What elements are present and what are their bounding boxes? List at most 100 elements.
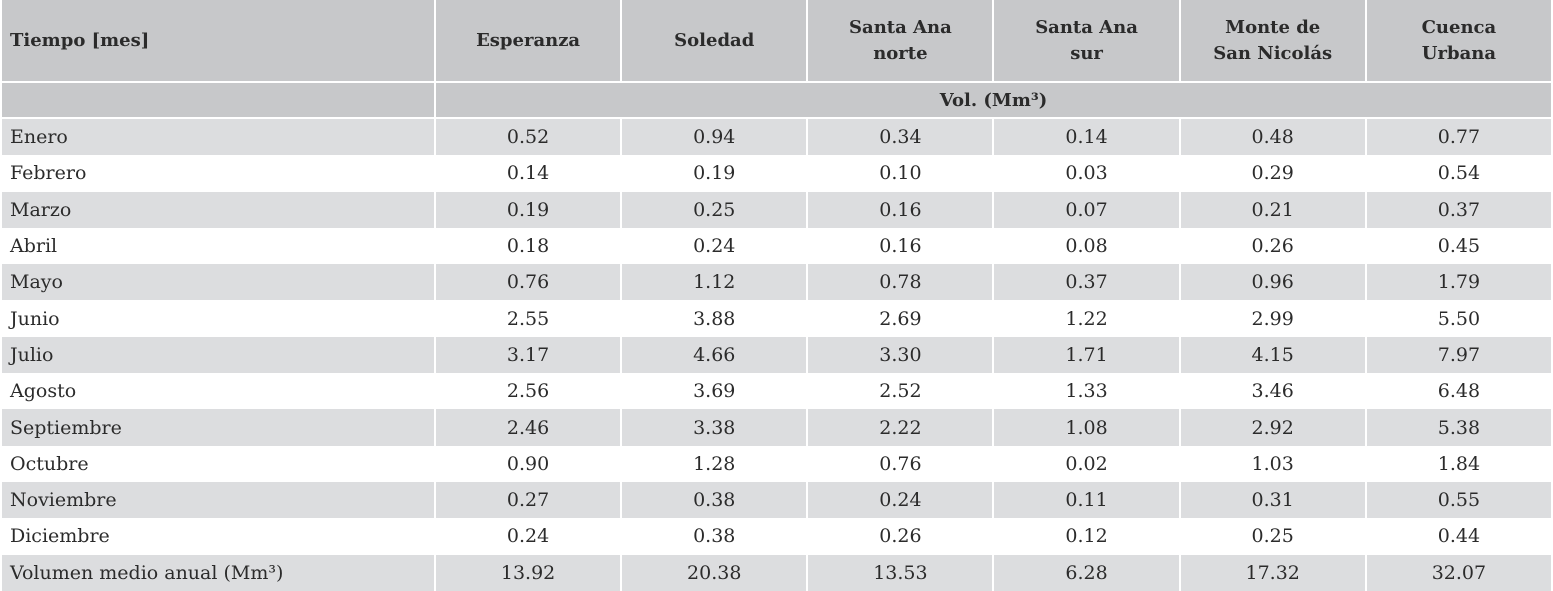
row-label: Noviembre (0, 481, 436, 519)
value-cell: 0.37 (1364, 191, 1553, 228)
value-cell: 0.96 (1178, 264, 1367, 301)
value-cell: 0.77 (1364, 118, 1553, 156)
value-cell: 2.52 (806, 373, 995, 410)
table-row: Julio 3.17 4.66 3.30 1.71 4.15 7.97 (0, 336, 1553, 374)
value-cell: 0.27 (433, 481, 623, 519)
value-cell: 0.02 (992, 445, 1181, 482)
value-cell: 0.12 (992, 518, 1181, 555)
value-cell: 0.14 (992, 118, 1181, 156)
value-cell: 3.17 (433, 336, 623, 374)
unit-label: Vol. (Mm³) (434, 82, 1553, 119)
unit-row: Vol. (Mm³) (0, 82, 1553, 119)
value-cell: 0.55 (1364, 481, 1553, 519)
value-cell: 1.28 (620, 445, 809, 482)
table-row: Febrero 0.14 0.19 0.10 0.03 0.29 0.54 (0, 155, 1553, 192)
value-cell: 2.56 (433, 373, 623, 410)
value-cell: 4.66 (620, 336, 809, 374)
row-label: Febrero (0, 155, 436, 192)
value-cell: 1.71 (992, 336, 1181, 374)
value-cell: 0.25 (1178, 518, 1367, 555)
table-row: Diciembre 0.24 0.38 0.26 0.12 0.25 0.44 (0, 518, 1553, 555)
value-cell: 13.92 (433, 554, 623, 591)
value-cell: 0.26 (806, 518, 995, 555)
value-cell: 0.31 (1178, 481, 1367, 519)
value-cell: 1.03 (1178, 445, 1367, 482)
value-cell: 0.14 (433, 155, 623, 192)
value-cell: 7.97 (1364, 336, 1553, 374)
value-cell: 3.88 (620, 300, 809, 337)
value-cell: 1.33 (992, 373, 1181, 410)
value-cell: 1.79 (1364, 264, 1553, 301)
column-header: Cuenca Urbana (1364, 0, 1553, 83)
value-cell: 0.08 (992, 227, 1181, 265)
value-cell: 1.84 (1364, 445, 1553, 482)
value-cell: 0.26 (1178, 227, 1367, 265)
column-header: Santa Ana norte (806, 0, 995, 83)
empty-cell (0, 82, 436, 119)
value-cell: 3.69 (620, 373, 809, 410)
table-row: Junio 2.55 3.88 2.69 1.22 2.99 5.50 (0, 300, 1553, 337)
value-cell: 3.30 (806, 336, 995, 374)
value-cell: 0.52 (433, 118, 623, 156)
header-row: Tiempo [mes] Esperanza Soledad Santa Ana no… (0, 0, 1553, 83)
column-header: Soledad (620, 0, 809, 83)
value-cell: 17.32 (1178, 554, 1367, 591)
row-label: Diciembre (0, 518, 436, 555)
value-cell: 2.69 (806, 300, 995, 337)
value-cell: 0.19 (620, 155, 809, 192)
row-label: Agosto (0, 373, 436, 410)
value-cell: 32.07 (1364, 554, 1553, 591)
table-row: Enero 0.52 0.94 0.34 0.14 0.48 0.77 (0, 118, 1553, 156)
value-cell: 5.50 (1364, 300, 1553, 337)
value-cell: 0.45 (1364, 227, 1553, 265)
column-header: Monte de San Nicolás (1178, 0, 1367, 83)
value-cell: 0.54 (1364, 155, 1553, 192)
row-label: Marzo (0, 191, 436, 228)
row-label: Enero (0, 118, 436, 156)
table-row: Septiembre 2.46 3.38 2.22 1.08 2.92 5.38 (0, 409, 1553, 446)
value-cell: 0.03 (992, 155, 1181, 192)
value-cell: 0.24 (806, 481, 995, 519)
value-cell: 0.19 (433, 191, 623, 228)
value-cell: 0.16 (806, 227, 995, 265)
column-header: Santa Ana sur (992, 0, 1181, 83)
value-cell: 0.16 (806, 191, 995, 228)
row-label: Mayo (0, 264, 436, 301)
value-cell: 1.22 (992, 300, 1181, 337)
row-label: Abril (0, 227, 436, 265)
value-cell: 1.12 (620, 264, 809, 301)
value-cell: 2.99 (1178, 300, 1367, 337)
value-cell: 5.38 (1364, 409, 1553, 446)
table-row: Mayo 0.76 1.12 0.78 0.37 0.96 1.79 (0, 264, 1553, 301)
value-cell: 0.29 (1178, 155, 1367, 192)
row-label: Junio (0, 300, 436, 337)
table-row: Agosto 2.56 3.69 2.52 1.33 3.46 6.48 (0, 373, 1553, 410)
value-cell: 0.76 (433, 264, 623, 301)
value-cell: 0.21 (1178, 191, 1367, 228)
value-cell: 20.38 (620, 554, 809, 591)
value-cell: 2.55 (433, 300, 623, 337)
value-cell: 1.08 (992, 409, 1181, 446)
value-cell: 0.24 (433, 518, 623, 555)
row-label: Octubre (0, 445, 436, 482)
value-cell: 6.48 (1364, 373, 1553, 410)
value-cell: 6.28 (992, 554, 1181, 591)
value-cell: 0.76 (806, 445, 995, 482)
value-cell: 2.22 (806, 409, 995, 446)
table-body: Enero 0.52 0.94 0.34 0.14 0.48 0.77 Febrero 0.14… (0, 118, 1553, 591)
value-cell: 0.34 (806, 118, 995, 156)
value-cell: 0.38 (620, 518, 809, 555)
value-cell: 0.24 (620, 227, 809, 265)
value-cell: 0.37 (992, 264, 1181, 301)
value-cell: 0.38 (620, 481, 809, 519)
value-cell: 0.10 (806, 155, 995, 192)
value-cell: 0.78 (806, 264, 995, 301)
table-row: Noviembre 0.27 0.38 0.24 0.11 0.31 0.55 (0, 481, 1553, 519)
value-cell: 3.46 (1178, 373, 1367, 410)
value-cell: 0.11 (992, 481, 1181, 519)
value-cell: 0.18 (433, 227, 623, 265)
table-row: Marzo 0.19 0.25 0.16 0.07 0.21 0.37 (0, 191, 1553, 228)
table-row: Volumen medio anual (Mm³) 13.92 20.38 13.53… (0, 554, 1553, 591)
